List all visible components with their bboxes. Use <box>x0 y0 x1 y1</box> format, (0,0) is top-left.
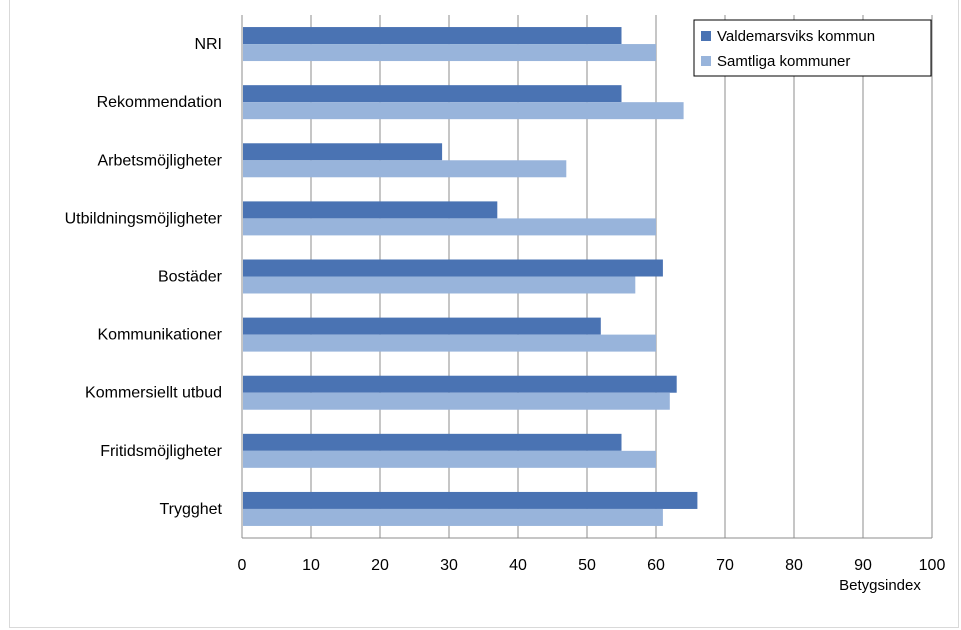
category-label: Arbetsmöjligheter <box>98 152 223 169</box>
x-tick-label: 100 <box>919 557 946 574</box>
category-labels: NRI Rekommendation Arbetsmöjligheter Utbild… <box>65 36 223 518</box>
chart-frame <box>9 0 959 628</box>
category-label: Bostäder <box>158 269 223 286</box>
x-tick-label: 20 <box>371 557 389 574</box>
category-label: NRI <box>194 36 222 53</box>
legend-swatch-samtliga <box>701 56 711 66</box>
category-label: Utbildningsmöjligheter <box>65 210 223 227</box>
bar-valdemarsvik <box>243 27 622 45</box>
x-tick-label: 10 <box>302 557 320 574</box>
x-tick-label: 70 <box>716 557 734 574</box>
bar-samtliga <box>243 392 670 410</box>
bar-valdemarsvik <box>243 259 663 277</box>
bar-valdemarsvik <box>243 375 677 393</box>
x-tick-label: 30 <box>440 557 458 574</box>
x-axis-title: Betygsindex <box>839 577 921 594</box>
bar-samtliga <box>243 276 636 294</box>
category-label: Kommunikationer <box>98 327 223 344</box>
legend-label-samtliga: Samtliga kommuner <box>717 53 850 70</box>
bar-samtliga <box>243 334 656 352</box>
bar-valdemarsvik <box>243 491 698 509</box>
bar-valdemarsvik <box>243 201 498 219</box>
bar-samtliga <box>243 102 684 120</box>
axes <box>241 15 932 539</box>
x-tick-label: 0 <box>238 557 247 574</box>
category-label: Trygghet <box>159 501 222 518</box>
x-tick-label: 90 <box>854 557 872 574</box>
category-label: Rekommendation <box>97 94 222 111</box>
bar-valdemarsvik <box>243 433 622 451</box>
bar-valdemarsvik <box>243 317 601 335</box>
x-tick-label: 80 <box>785 557 803 574</box>
x-tick-labels: 0 10 20 30 40 50 60 70 80 90 100 <box>238 557 946 574</box>
x-tick-label: 50 <box>578 557 596 574</box>
bar-samtliga <box>243 44 656 62</box>
legend-box <box>693 19 932 77</box>
bars <box>243 27 698 526</box>
category-label: Kommersiellt utbud <box>85 385 222 402</box>
bar-samtliga <box>243 160 567 178</box>
bar-samtliga <box>243 450 656 468</box>
x-tick-label: 60 <box>647 557 665 574</box>
bar-valdemarsvik <box>243 85 622 103</box>
bar-samtliga <box>243 218 656 236</box>
legend: Valdemarsviks kommun Samtliga kommuner <box>693 19 932 77</box>
legend-swatch-valdemarsvik <box>701 31 711 41</box>
bar-samtliga <box>243 508 663 526</box>
bar-valdemarsvik <box>243 143 443 161</box>
legend-label-valdemarsvik: Valdemarsviks kommun <box>717 28 875 45</box>
category-label: Fritidsmöjligheter <box>100 443 222 460</box>
x-tick-label: 40 <box>509 557 527 574</box>
